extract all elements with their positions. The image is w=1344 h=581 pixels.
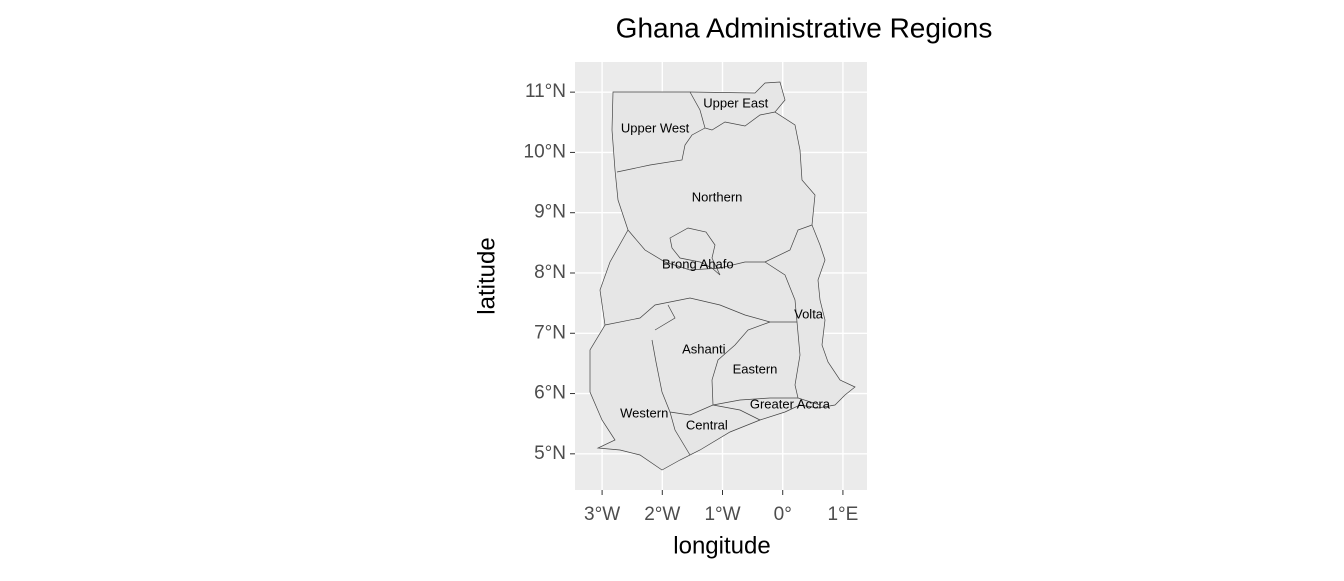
y-tick-label: 6°N: [534, 383, 566, 404]
labels: Upper East Upper West Northern Brong Ahafo V…: [620, 96, 831, 433]
y-tick-label: 8°N: [534, 262, 566, 283]
region-boundary: [689, 91, 776, 131]
y-tick-label: 9°N: [534, 202, 566, 223]
region-boundary: [764, 261, 798, 323]
region-label: Upper West: [621, 120, 690, 135]
region-label: Volta: [794, 307, 824, 322]
y-tick-label: 7°N: [534, 322, 566, 343]
x-tick-label: 3°W: [584, 504, 620, 525]
y-tick-label: 10°N: [524, 141, 566, 162]
region-boundary: [712, 404, 761, 421]
x-tick-label: 1°E: [827, 504, 858, 525]
x-tick-label: 2°W: [644, 504, 680, 525]
x-tick-label: 0°: [774, 504, 792, 525]
chart-title: Ghana Administrative Regions: [616, 12, 993, 43]
region-boundary: [627, 224, 813, 271]
region-label: Northern: [692, 190, 743, 205]
region-label: Ashanti: [682, 342, 725, 357]
region-boundary: [669, 227, 721, 276]
region-label: Eastern: [733, 361, 778, 376]
region-boundary: [616, 127, 706, 173]
region-label: Brong Ahafo: [662, 257, 734, 272]
region-label: Western: [620, 405, 668, 420]
region-boundary: [794, 321, 821, 406]
region-label: Greater Accra: [750, 396, 831, 411]
y-tick-label: 5°N: [534, 443, 566, 464]
region-boundary: [654, 304, 676, 331]
x-tick-label: 1°W: [704, 504, 740, 525]
y-axis-title: latitude: [473, 237, 500, 314]
region-label: Upper East: [703, 96, 768, 111]
y-tick-label: 11°N: [525, 81, 566, 102]
country-outline: [589, 81, 856, 471]
x-axis-title: longitude: [673, 532, 770, 559]
region-boundary: [712, 397, 798, 406]
map: [589, 81, 856, 471]
region-boundary: [669, 411, 691, 456]
region-boundary: [604, 297, 797, 326]
region-label: Central: [686, 418, 728, 433]
